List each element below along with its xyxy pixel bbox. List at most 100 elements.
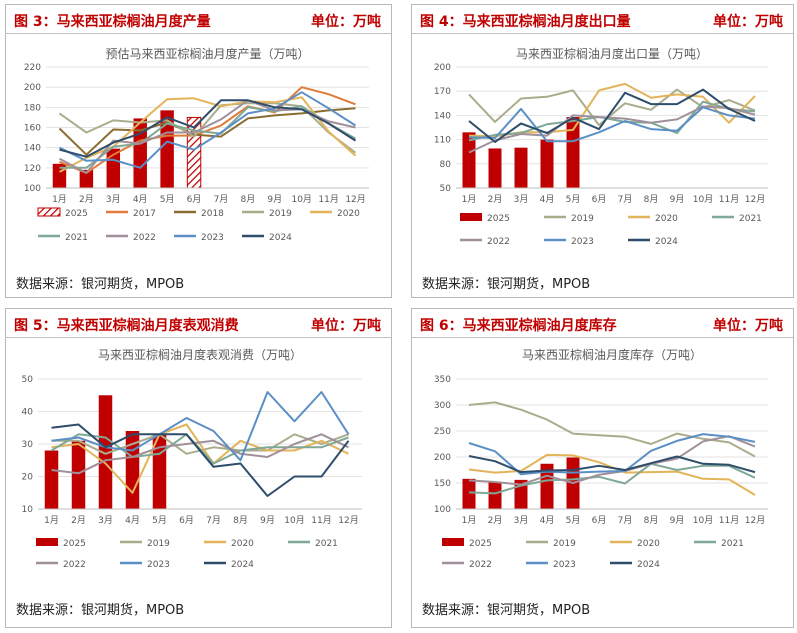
- legend-label: 2022: [63, 560, 86, 570]
- series-line-2019: [468, 401, 756, 458]
- series-line-2017: [59, 86, 356, 174]
- bar-2025: [488, 482, 502, 509]
- x-tick-label: 8月: [241, 194, 256, 205]
- chart-panel-stock: 图 6：马来西亚棕榈油月度库存 单位：万吨 马来西亚棕榈油月度库存（万吨） 100…: [411, 308, 794, 628]
- bar-2025: [462, 478, 476, 509]
- x-tick-label: 2月: [71, 515, 86, 526]
- bar-2025: [462, 132, 476, 188]
- bar-2025: [71, 440, 86, 509]
- legend-label: 2024: [655, 237, 678, 247]
- panel-header: 图 4：马来西亚棕榈油月度出口量 单位：万吨: [412, 5, 793, 34]
- data-source: 数据来源：银河期货，MPOB: [16, 277, 185, 292]
- bar-2025: [160, 110, 174, 188]
- x-tick-label: 6月: [187, 194, 202, 205]
- bar-2025: [540, 463, 554, 509]
- panel-unit: 单位：万吨: [311, 318, 381, 334]
- y-tick-label: 50: [22, 375, 34, 385]
- series-line-2023: [51, 391, 350, 462]
- legend-label: 2021: [315, 539, 338, 549]
- legend-label: 2020: [637, 539, 660, 549]
- series-line-2021: [468, 462, 756, 495]
- x-tick-label: 7月: [206, 515, 221, 526]
- x-tick-label: 7月: [618, 194, 633, 205]
- x-tick-label: 5月: [566, 515, 581, 526]
- x-tick-label: 11月: [719, 194, 739, 205]
- y-tick-label: 200: [434, 63, 451, 73]
- production-chart: 预估马来西亚棕榈油月度产量（万吨） 100 120 140 160 180 200 220 1月…: [24, 46, 369, 243]
- x-tick-label: 5月: [566, 194, 581, 205]
- legend-label: 2025: [469, 539, 492, 549]
- y-tick-label: 170: [434, 87, 451, 97]
- y-tick-label: 100: [434, 505, 451, 515]
- chart-panel-export: 图 4：马来西亚棕榈油月度出口量 单位：万吨 马来西亚棕榈油月度出口量（万吨） 5…: [411, 4, 794, 298]
- bar-2025: [106, 148, 121, 188]
- series-line-2021: [468, 100, 756, 142]
- series-line-2022: [51, 433, 349, 475]
- legend-label: 2023: [201, 233, 224, 243]
- x-tick-label: 3月: [514, 515, 529, 526]
- x-tick-label: 2月: [488, 194, 503, 205]
- legend-label: 2021: [721, 539, 744, 549]
- y-tick-label: 180: [24, 103, 41, 113]
- data-source: 数据来源：银河期货，MPOB: [422, 603, 591, 618]
- series-line-2024: [468, 455, 756, 474]
- panel-title: 图 6：马来西亚棕榈油月度库存: [420, 318, 617, 334]
- x-tick-label: 12月: [745, 194, 765, 205]
- legend-label: 2022: [133, 233, 156, 243]
- y-tick-label: 10: [22, 505, 34, 515]
- x-tick-label: 7月: [214, 194, 229, 205]
- legend-label: 2021: [65, 233, 88, 243]
- bar-2025: [79, 169, 94, 188]
- series-line-2024: [51, 423, 350, 497]
- x-tick-label: 5月: [160, 194, 175, 205]
- legend-label: 2024: [231, 560, 254, 570]
- x-tick-label: 2月: [488, 515, 503, 526]
- legend-label: 2017: [133, 209, 156, 219]
- series-line-2024: [468, 88, 756, 143]
- x-tick-label: 1月: [52, 194, 67, 205]
- x-tick-label: 6月: [179, 515, 194, 526]
- x-tick-label: 11月: [311, 515, 331, 526]
- x-tick-label: 1月: [462, 194, 477, 205]
- x-tick-label: 12月: [338, 515, 358, 526]
- y-tick-label: 20: [22, 473, 34, 483]
- x-tick-label: 6月: [592, 194, 607, 205]
- legend-label: 2019: [571, 214, 594, 224]
- x-tick-label: 3月: [106, 194, 121, 205]
- legend-label: 2024: [637, 560, 660, 570]
- series-line-2021: [50, 433, 349, 465]
- series-line-2024: [59, 99, 357, 158]
- bar-2025: [514, 147, 528, 188]
- legend-swatch-2025: [442, 538, 464, 546]
- y-tick-label: 100: [24, 184, 41, 194]
- chart-panel-consumption: 图 5：马来西亚棕榈油月度表观消费 单位：万吨 马来西亚棕榈油月度表观消费（万吨…: [5, 308, 392, 628]
- x-tick-label: 6月: [592, 515, 607, 526]
- legend-label: 2019: [147, 539, 170, 549]
- panel-header: 图 3：马来西亚棕榈油月度产量 单位：万吨: [6, 5, 391, 34]
- legend-label: 2018: [201, 209, 224, 219]
- chart-title: 马来西亚棕榈油月度出口量（万吨）: [516, 46, 708, 61]
- bar-2025: [44, 450, 59, 509]
- x-tick-label: 12月: [745, 515, 765, 526]
- panel-unit: 单位：万吨: [713, 14, 783, 30]
- y-tick-label: 160: [24, 124, 41, 134]
- legend-label: 2021: [739, 214, 762, 224]
- y-tick-label: 220: [24, 63, 41, 73]
- x-tick-label: 7月: [618, 515, 633, 526]
- legend-label: 2024: [269, 233, 292, 243]
- x-tick-label: 10月: [693, 194, 713, 205]
- y-tick-label: 140: [434, 111, 451, 121]
- x-tick-label: 4月: [540, 194, 555, 205]
- panel-title: 图 3：马来西亚棕榈油月度产量: [14, 14, 211, 30]
- data-source: 数据来源：银河期货，MPOB: [16, 603, 185, 618]
- series-line-2018: [58, 107, 356, 156]
- series-line-2020: [59, 96, 357, 173]
- x-tick-label: 10月: [693, 515, 713, 526]
- x-tick-label: 3月: [98, 515, 113, 526]
- y-tick-label: 40: [22, 408, 34, 418]
- panel-title: 图 5：马来西亚棕榈油月度表观消费: [14, 318, 239, 334]
- y-tick-label: 140: [24, 144, 41, 154]
- legend-label: 2025: [487, 214, 510, 224]
- x-tick-label: 9月: [670, 194, 685, 205]
- y-tick-label: 80: [440, 160, 452, 170]
